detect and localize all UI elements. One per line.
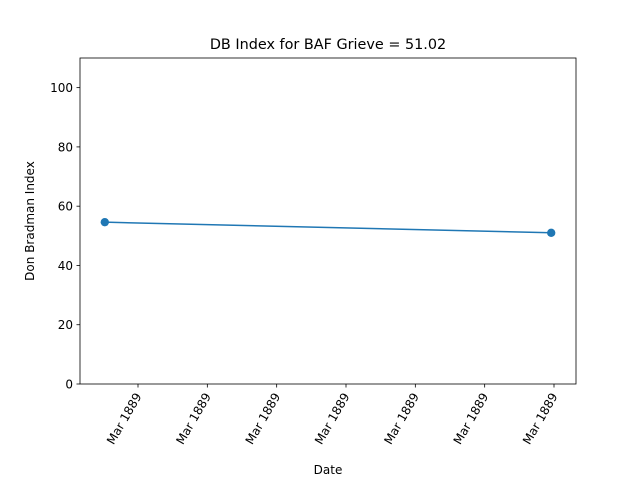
series-line (104, 221, 552, 234)
x-axis: Mar 1889 Mar 1889 Mar 1889 Mar 1889 Mar 1889… (104, 384, 561, 447)
x-tick-label: Mar 1889 (381, 391, 422, 447)
x-tick-label: Mar 1889 (312, 391, 353, 447)
x-tick-label: Mar 1889 (451, 391, 492, 447)
x-tick-label: Mar 1889 (243, 391, 284, 447)
y-tick-label: 100 (50, 81, 73, 95)
y-tick-label: 0 (65, 378, 73, 392)
chart-title: DB Index for BAF Grieve = 51.02 (210, 37, 446, 53)
data-point (547, 228, 556, 237)
plot-frame (79, 57, 577, 385)
x-tick-label: Mar 1889 (104, 391, 145, 447)
data-point (100, 217, 110, 227)
x-tick-label: Mar 1889 (173, 391, 214, 447)
y-axis-label: Don Bradman Index (23, 161, 37, 281)
y-axis: 0 20 40 60 80 100 (50, 81, 80, 392)
x-tick-label: Mar 1889 (520, 391, 561, 447)
y-tick-label: 40 (58, 259, 73, 273)
plot-area (79, 57, 577, 385)
y-tick-label: 60 (58, 200, 73, 214)
series-layer (100, 217, 556, 237)
x-axis-label: Date (314, 463, 343, 477)
y-tick-label: 20 (58, 318, 73, 332)
y-tick-label: 80 (58, 140, 73, 154)
